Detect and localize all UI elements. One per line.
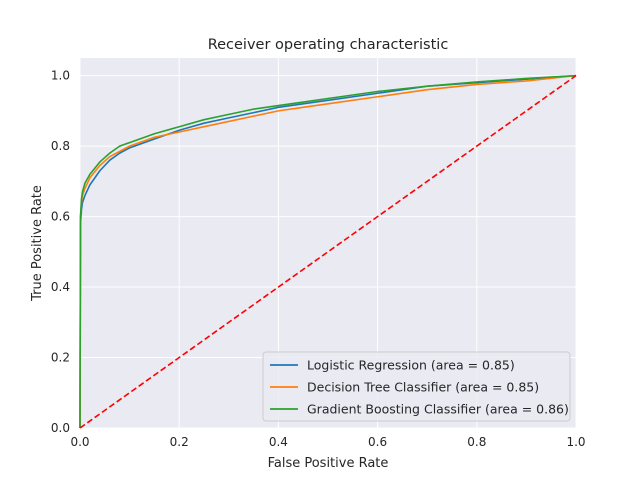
legend-label: Decision Tree Classifier (area = 0.85): [307, 380, 539, 395]
y-tick-labels: 0.0 0.2 0.4 0.6 0.8 1.0: [51, 69, 70, 435]
y-tick-label: 0.0: [51, 421, 70, 435]
y-tick-label: 0.2: [51, 351, 70, 365]
x-tick-label: 0.2: [170, 435, 189, 449]
legend-label: Gradient Boosting Classifier (area = 0.8…: [307, 402, 569, 417]
x-tick-label: 0.8: [467, 435, 486, 449]
x-tick-label: 1.0: [566, 435, 585, 449]
y-tick-label: 0.4: [51, 280, 70, 294]
y-tick-label: 0.6: [51, 210, 70, 224]
roc-series-line: [79, 74, 577, 429]
legend-box: [262, 351, 571, 422]
diagonal-reference-line: [79, 74, 577, 429]
y-axis-label: True Positive Rate: [30, 185, 45, 302]
y-tick-label: 0.8: [51, 139, 70, 153]
x-tick-label: 0.6: [368, 435, 387, 449]
x-axis-label: False Positive Rate: [268, 456, 389, 471]
y-tick-label: 1.0: [51, 69, 70, 83]
roc-series-line: [79, 74, 577, 429]
series-lines: [79, 74, 577, 429]
chart-title: Receiver operating characteristic: [208, 37, 449, 53]
x-tick-labels: 0.0 0.2 0.4 0.6 0.8 1.0: [70, 435, 585, 449]
roc-series-line: [79, 74, 577, 429]
legend: Logistic Regression (area = 0.85) Decisio…: [262, 351, 571, 422]
x-tick-label: 0.0: [70, 435, 89, 449]
grid-lines: [79, 58, 577, 429]
x-tick-label: 0.4: [269, 435, 288, 449]
legend-label: Logistic Regression (area = 0.85): [307, 358, 515, 373]
